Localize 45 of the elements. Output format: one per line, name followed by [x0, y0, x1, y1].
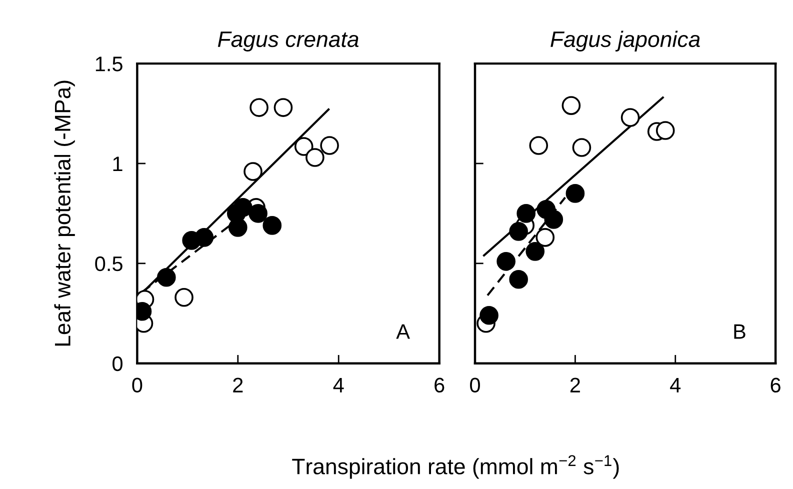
point [156, 268, 176, 287]
point [306, 148, 324, 167]
x-tick-label: 2 [570, 378, 580, 392]
y-axis-title: Leaf water potential (-MPa) [54, 80, 75, 346]
point [544, 210, 564, 229]
chart-title: Fagus japonica [550, 30, 700, 52]
point [174, 288, 194, 307]
chart-title: Fagus crenata [218, 32, 359, 52]
point [529, 136, 548, 155]
point [262, 216, 282, 235]
x-tick-label: 6 [770, 378, 780, 393]
point [244, 162, 262, 181]
point [509, 270, 528, 289]
x-tick-label: 0 [132, 378, 142, 393]
point [234, 198, 252, 217]
x-tick-label: 0 [470, 378, 480, 393]
point [526, 242, 545, 261]
x-axis-title: Transpiration rate (mmol m$^{−2}$ s$^{−1}$) [292, 455, 619, 479]
point [228, 218, 248, 237]
y-tick-label: 1.5 [96, 56, 122, 72]
point [566, 184, 585, 203]
point [480, 306, 498, 325]
point [250, 98, 268, 117]
point [620, 108, 640, 127]
point [248, 204, 268, 223]
point [656, 121, 675, 140]
y-tick-label: 0.5 [95, 256, 122, 272]
point [320, 136, 339, 155]
point [509, 222, 528, 241]
x-tick-label: 6 [434, 378, 444, 393]
annotation: B [734, 324, 746, 339]
x-tick-label: 2 [233, 378, 243, 392]
y-tick-label: 1 [113, 156, 122, 172]
point [194, 228, 214, 247]
y-tick-label: 0 [112, 356, 122, 372]
point [294, 137, 314, 156]
x-tick-label: 4 [670, 378, 681, 392]
point [536, 228, 555, 247]
point [274, 98, 293, 117]
point [572, 138, 592, 157]
point [496, 252, 516, 271]
point [562, 96, 581, 115]
x-tick-label: 4 [333, 378, 344, 392]
annotation: A [396, 324, 410, 339]
point [516, 204, 536, 223]
